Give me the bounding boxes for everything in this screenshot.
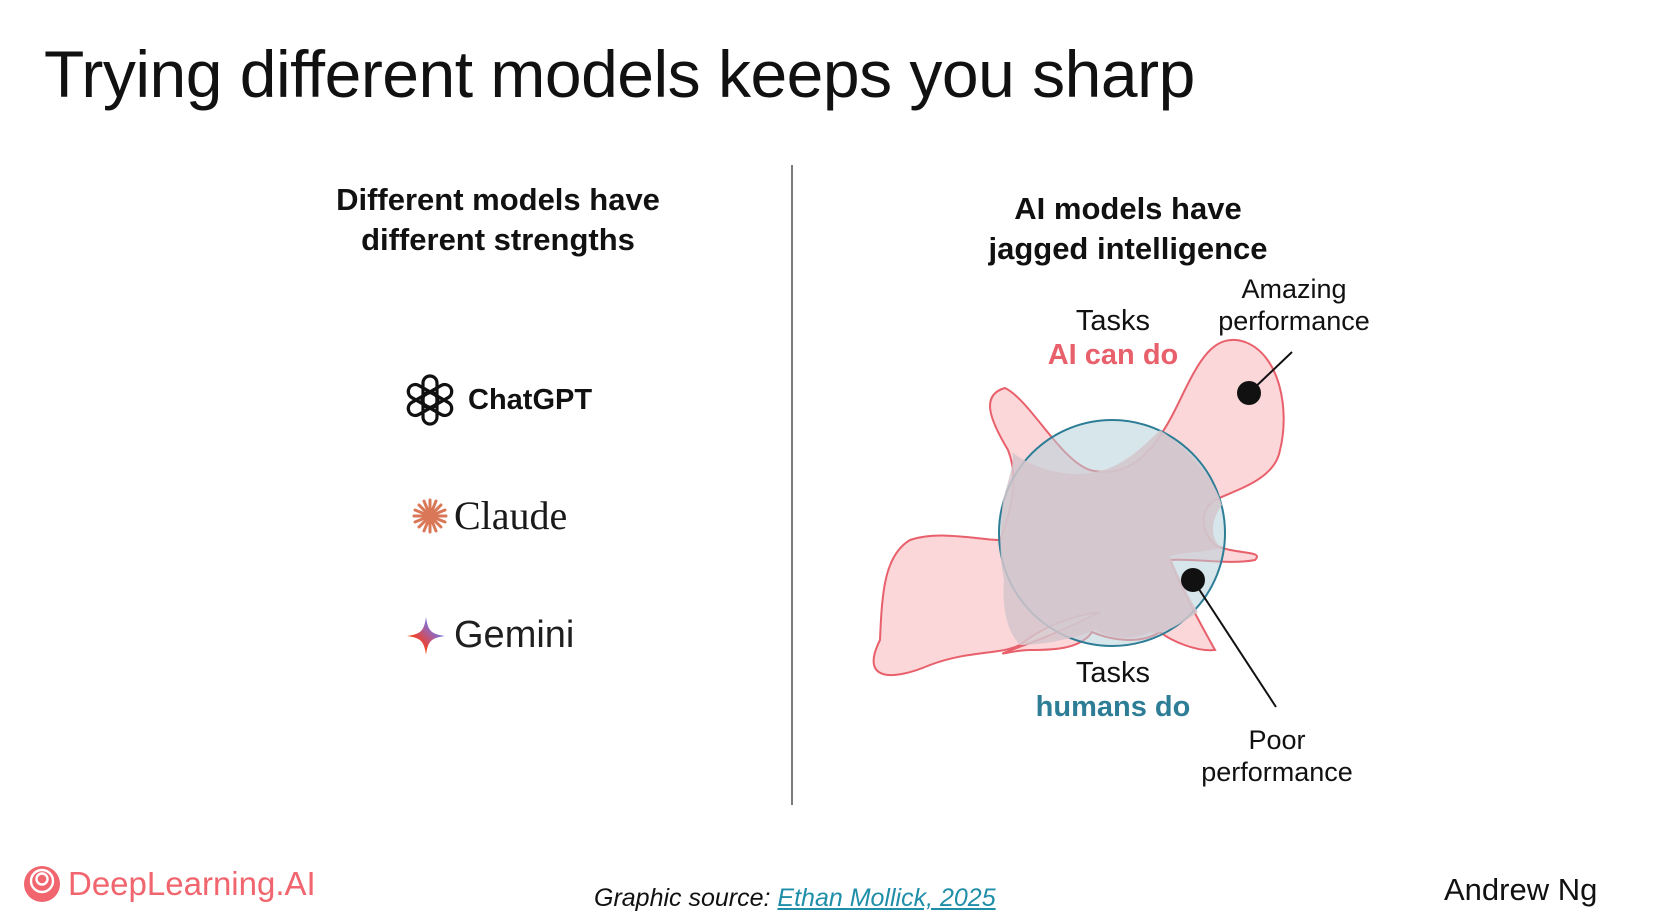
ai-tasks-label-line2: AI can do: [1048, 339, 1179, 371]
openai-knot-icon: [406, 374, 454, 426]
brand-name: DeepLearning.AI: [68, 865, 316, 902]
poor-label-line2: performance: [1201, 757, 1353, 787]
poor-performance-dot: [1181, 568, 1205, 592]
deeplearning-swirl-icon: [24, 866, 60, 902]
claude-starburst-icon: [412, 498, 448, 533]
right-heading-line1: AI models have: [1014, 191, 1242, 226]
left-heading-line2: different strengths: [361, 222, 635, 257]
source-link[interactable]: Ethan Mollick, 2025: [777, 884, 996, 912]
human-tasks-label-line2: humans do: [1036, 691, 1191, 723]
right-heading-line2: jagged intelligence: [988, 231, 1268, 266]
overlap-region: [1000, 430, 1222, 645]
chatgpt-logo: ChatGPT: [402, 372, 592, 428]
gemini-sparkle-icon: [407, 616, 445, 655]
author-name: Andrew Ng: [1444, 872, 1598, 907]
claude-logo: Claude: [412, 492, 567, 539]
left-heading-line1: Different models have: [336, 182, 660, 217]
source-prefix: Graphic source:: [594, 884, 778, 912]
slide-title: Trying different models keeps you sharp: [44, 37, 1195, 111]
ai-tasks-label-line1: Tasks: [1076, 305, 1150, 337]
right-panel-heading: AI models have jagged intelligence: [898, 189, 1358, 269]
amazing-label-line1: Amazing: [1241, 274, 1346, 304]
amazing-label-line2: performance: [1218, 306, 1370, 336]
human-tasks-label-line1: Tasks: [1076, 657, 1150, 689]
amazing-performance-dot: [1237, 381, 1261, 405]
gemini-label: Gemini: [454, 614, 575, 656]
claude-label: Claude: [454, 493, 568, 538]
deeplearning-ai-logo: DeepLearning.AI: [22, 864, 316, 904]
panel-divider: [791, 165, 793, 805]
gemini-logo: Gemini: [406, 614, 574, 657]
poor-callout-line: [1192, 579, 1277, 708]
chatgpt-label: ChatGPT: [468, 383, 593, 416]
poor-label-line1: Poor: [1248, 725, 1305, 755]
left-panel-heading: Different models have different strength…: [268, 180, 728, 260]
graphic-source: Graphic source: Ethan Mollick, 2025: [594, 884, 996, 913]
